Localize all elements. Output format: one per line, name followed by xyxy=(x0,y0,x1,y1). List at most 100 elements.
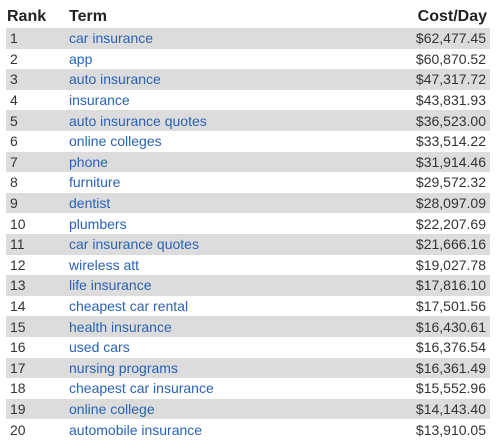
header-term: Term xyxy=(69,8,107,25)
rank-cell: 20 xyxy=(10,421,26,438)
cost-cell: $22,207.69 xyxy=(415,215,486,232)
cost-cell: $21,666.16 xyxy=(415,236,486,253)
cost-cell: $14,143.40 xyxy=(415,400,486,417)
cost-cell: $19,027.78 xyxy=(415,256,486,273)
cost-cell: $36,523.00 xyxy=(415,112,486,129)
term-cell: phone xyxy=(69,154,330,170)
term-cell: app xyxy=(69,51,330,67)
rank-cell: 7 xyxy=(10,153,18,170)
term-cell: cheapest car insurance xyxy=(69,380,330,396)
term-link[interactable]: app xyxy=(69,50,93,67)
term-cell: life insurance xyxy=(69,277,330,293)
term-link[interactable]: online college xyxy=(69,400,155,417)
table-row: 20 automobile insurance $13,910.05 xyxy=(6,419,490,440)
table-row: 18 cheapest car insurance $15,552.96 xyxy=(6,378,490,399)
cost-cell: $16,376.54 xyxy=(415,339,486,356)
table-row: 4 insurance $43,831.93 xyxy=(6,89,490,111)
table-row: 17 nursing programs $16,361.49 xyxy=(6,357,490,379)
cost-cell: $15,552.96 xyxy=(415,380,486,397)
table-row: 16 used cars $16,376.54 xyxy=(6,336,490,358)
term-link[interactable]: dentist xyxy=(69,195,111,212)
table-row: 14 cheapest car rental $17,501.56 xyxy=(6,295,490,317)
rank-cell: 10 xyxy=(10,215,26,232)
table-header: Rank Term Cost/Day xyxy=(6,6,490,28)
rank-cell: 19 xyxy=(10,400,26,417)
rank-cell: 16 xyxy=(10,339,26,356)
term-link[interactable]: auto insurance xyxy=(69,71,161,88)
cost-cell: $33,514.22 xyxy=(415,133,486,150)
table-row: 1 car insurance $62,477.45 xyxy=(6,28,490,49)
term-cell: auto insurance xyxy=(69,71,330,87)
term-link[interactable]: wireless att xyxy=(69,256,140,273)
term-link[interactable]: health insurance xyxy=(69,318,172,335)
table-row: 5 auto insurance quotes $36,523.00 xyxy=(6,110,490,131)
cost-cell: $16,430.61 xyxy=(415,318,486,335)
rank-cell: 6 xyxy=(10,133,18,150)
term-cell: car insurance quotes xyxy=(69,236,330,252)
term-link[interactable]: used cars xyxy=(69,339,130,356)
table-row: 11 car insurance quotes $21,666.16 xyxy=(6,233,490,255)
ranking-table: Rank Term Cost/Day 1 car insurance $62,477… xyxy=(6,6,490,440)
term-cell: cheapest car rental xyxy=(69,298,330,314)
term-link[interactable]: nursing programs xyxy=(69,359,178,376)
rank-cell: 12 xyxy=(10,256,26,273)
term-cell: auto insurance quotes xyxy=(69,113,330,129)
table-row: 13 life insurance $17,816.10 xyxy=(6,275,490,296)
rank-cell: 15 xyxy=(10,318,26,335)
term-cell: insurance xyxy=(69,92,330,108)
rank-cell: 17 xyxy=(10,359,26,376)
rank-cell: 3 xyxy=(10,71,18,88)
table-row: 15 health insurance $16,430.61 xyxy=(6,316,490,337)
table-row: 3 auto insurance $47,317.72 xyxy=(6,69,490,90)
term-link[interactable]: cheapest car insurance xyxy=(69,380,214,397)
term-cell: wireless att xyxy=(69,257,330,273)
table-row: 12 wireless att $19,027.78 xyxy=(6,254,490,276)
cost-cell: $16,361.49 xyxy=(415,359,486,376)
term-cell: furniture xyxy=(69,174,330,190)
cost-cell: $17,816.10 xyxy=(415,277,486,294)
term-link[interactable]: life insurance xyxy=(69,277,152,294)
term-link[interactable]: insurance xyxy=(69,92,130,109)
rank-cell: 14 xyxy=(10,298,26,315)
rank-cell: 4 xyxy=(10,92,18,109)
term-link[interactable]: furniture xyxy=(69,174,121,191)
term-link[interactable]: car insurance xyxy=(69,30,154,47)
table-body: 1 car insurance $62,477.45 2 app $60,870.52 3 a… xyxy=(6,28,490,440)
cost-cell: $62,477.45 xyxy=(415,30,486,47)
cost-cell: $43,831.93 xyxy=(415,92,486,109)
term-link[interactable]: automobile insurance xyxy=(69,421,203,438)
cost-cell: $13,910.05 xyxy=(415,421,486,438)
rank-cell: 13 xyxy=(10,277,26,294)
term-cell: car insurance xyxy=(69,30,330,46)
cost-cell: $47,317.72 xyxy=(415,71,486,88)
cost-cell: $28,097.09 xyxy=(415,195,486,212)
cost-cell: $17,501.56 xyxy=(415,298,486,315)
rank-cell: 8 xyxy=(10,174,18,191)
table-row: 10 plumbers $22,207.69 xyxy=(6,213,490,234)
term-cell: health insurance xyxy=(69,319,330,335)
term-link[interactable]: cheapest car rental xyxy=(69,298,189,315)
rank-cell: 2 xyxy=(10,50,18,67)
term-link[interactable]: auto insurance quotes xyxy=(69,112,207,129)
table-row: 7 phone $31,914.46 xyxy=(6,151,490,173)
cost-cell: $31,914.46 xyxy=(415,153,486,170)
table-row: 9 dentist $28,097.09 xyxy=(6,192,490,214)
term-link[interactable]: phone xyxy=(69,153,108,170)
table-row: 6 online colleges $33,514.22 xyxy=(6,130,490,152)
cost-cell: $60,870.52 xyxy=(415,50,486,67)
cost-cell: $29,572.32 xyxy=(415,174,486,191)
term-cell: online colleges xyxy=(69,133,330,149)
term-cell: used cars xyxy=(69,339,330,355)
term-cell: plumbers xyxy=(69,216,330,232)
header-cost: Cost/Day xyxy=(417,8,487,25)
term-link[interactable]: plumbers xyxy=(69,215,127,232)
rank-cell: 9 xyxy=(10,195,18,212)
term-link[interactable]: online colleges xyxy=(69,133,162,150)
term-link[interactable]: car insurance quotes xyxy=(69,236,199,253)
table-row: 2 app $60,870.52 xyxy=(6,48,490,70)
rank-cell: 11 xyxy=(10,236,25,253)
term-cell: nursing programs xyxy=(69,360,330,376)
table-row: 19 online college $14,143.40 xyxy=(6,398,490,420)
rank-cell: 5 xyxy=(10,112,18,129)
rank-cell: 1 xyxy=(10,30,18,47)
